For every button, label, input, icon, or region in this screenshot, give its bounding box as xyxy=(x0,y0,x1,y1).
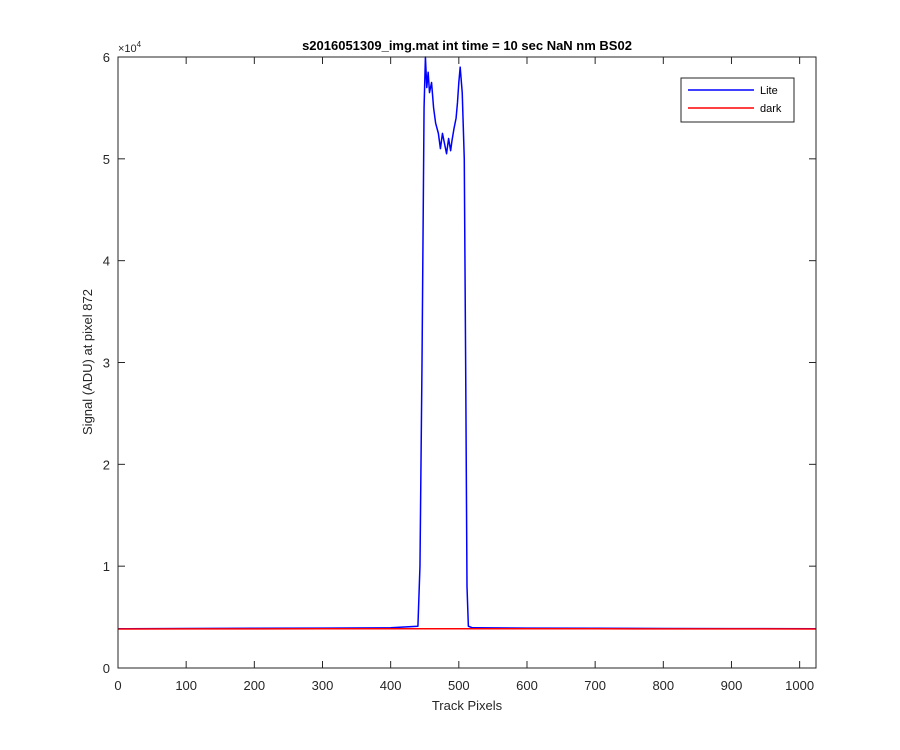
legend-label-dark: dark xyxy=(760,103,782,115)
x-axis-label: Track Pixels xyxy=(432,698,503,713)
series-layer xyxy=(117,56,817,630)
y-tick-label: 6 xyxy=(103,50,110,65)
x-tick-label: 700 xyxy=(584,678,606,693)
x-tick-label: 100 xyxy=(175,678,197,693)
x-tick-label: 500 xyxy=(448,678,470,693)
x-tick-label: 600 xyxy=(516,678,538,693)
legend-label-lite: Lite xyxy=(760,85,778,97)
x-tick-label: 1000 xyxy=(785,678,814,693)
x-tick-label: 200 xyxy=(243,678,265,693)
series-line-lite xyxy=(117,56,817,630)
y-tick-label: 0 xyxy=(103,661,110,676)
x-tick-label: 300 xyxy=(312,678,334,693)
axes-box xyxy=(117,56,817,669)
x-tick-label: 0 xyxy=(114,678,121,693)
y-multiplier-label: ×104 xyxy=(118,40,142,55)
y-multiplier-base: ×10 xyxy=(118,43,137,55)
legend: Lite dark xyxy=(680,77,795,123)
legend-box xyxy=(680,77,795,123)
y-multiplier-exponent: 4 xyxy=(137,40,142,49)
ticks-layer: 0 100 200 300 400 500 600 700 800 900 1000 0 1 2 3 4 5 6 xyxy=(103,50,816,693)
y-tick-label: 3 xyxy=(103,356,110,371)
y-tick-label: 1 xyxy=(103,559,110,574)
y-tick-label: 4 xyxy=(103,254,110,269)
chart-title: s2016051309_img.mat int time = 10 sec Na… xyxy=(302,38,632,53)
x-tick-label: 900 xyxy=(721,678,743,693)
y-tick-label: 5 xyxy=(103,152,110,167)
x-tick-label: 800 xyxy=(652,678,674,693)
y-tick-label: 2 xyxy=(103,457,110,472)
y-axis-label: Signal (ADU) at pixel 872 xyxy=(80,289,95,435)
x-tick-label: 400 xyxy=(380,678,402,693)
